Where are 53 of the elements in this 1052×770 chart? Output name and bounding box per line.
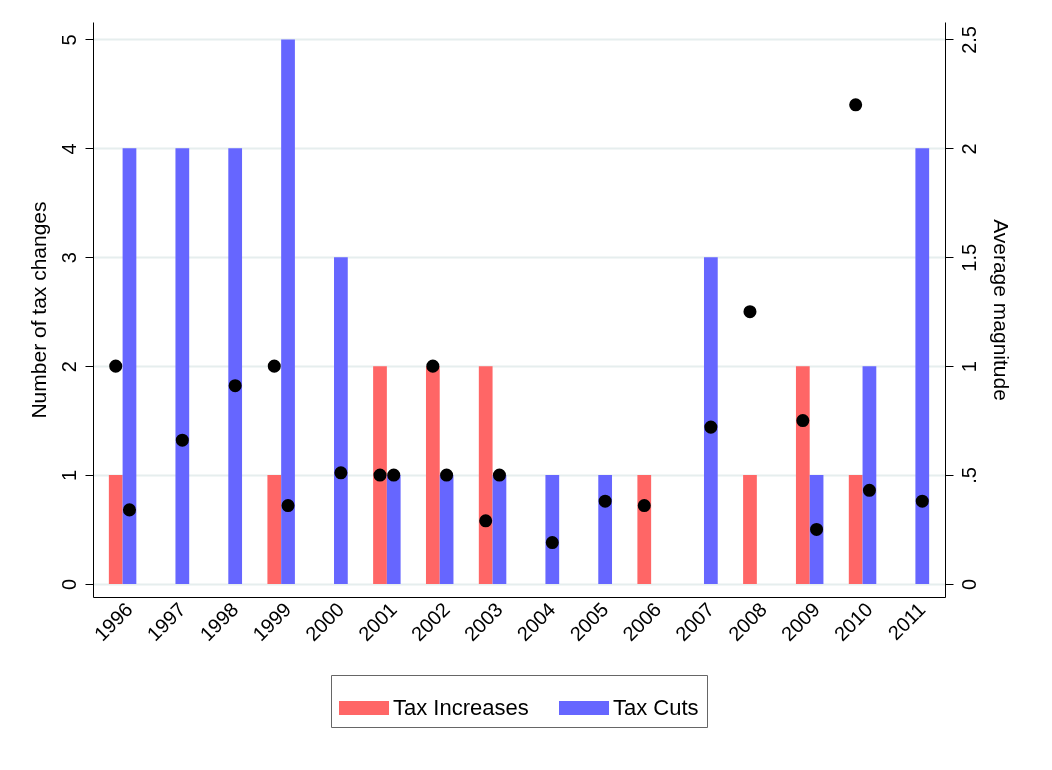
bar xyxy=(743,475,757,584)
bar xyxy=(703,257,718,584)
legend-label: Tax Cuts xyxy=(613,695,699,720)
legend-label: Tax Increases xyxy=(393,695,529,720)
bar xyxy=(228,148,243,584)
bar xyxy=(108,475,123,584)
point xyxy=(228,379,242,393)
y-tick-label: 3 xyxy=(57,252,80,264)
point xyxy=(862,483,876,497)
point xyxy=(122,503,136,517)
point xyxy=(545,536,559,550)
point xyxy=(704,420,718,434)
bar xyxy=(637,475,652,584)
y2-tick-label: 2.5 xyxy=(957,26,980,54)
y-axis-title: Number of tax changes xyxy=(26,201,50,419)
y-tick-label: 0 xyxy=(57,578,80,590)
bar xyxy=(281,39,295,584)
y-tick-label: 1 xyxy=(57,469,80,482)
bar xyxy=(598,475,613,584)
bar xyxy=(386,475,401,584)
y2-tick-label: 2 xyxy=(957,143,980,155)
point xyxy=(915,494,929,508)
y2-tick-label: 0 xyxy=(957,578,980,590)
bar xyxy=(478,366,493,584)
point xyxy=(810,522,824,536)
bar xyxy=(545,475,560,584)
bar xyxy=(122,148,137,584)
bar xyxy=(848,475,863,584)
y-tick-label: 5 xyxy=(57,34,80,46)
point xyxy=(175,433,189,447)
bar xyxy=(915,148,930,584)
point xyxy=(334,466,348,480)
bar xyxy=(862,366,877,584)
y-tick-label: 4 xyxy=(57,143,80,155)
y-tick-label: 2 xyxy=(57,361,80,373)
bar xyxy=(492,475,507,584)
bar xyxy=(373,366,387,584)
bar xyxy=(795,366,810,584)
y2-tick-label: .5 xyxy=(957,467,980,484)
y2-axis-title: Average magnitude xyxy=(989,219,1013,401)
bar xyxy=(809,475,824,584)
bar xyxy=(334,257,348,584)
point xyxy=(598,494,612,508)
point xyxy=(492,468,506,482)
point xyxy=(387,468,401,482)
bar xyxy=(425,366,440,584)
bar xyxy=(175,148,190,584)
y2-tick-label: 1 xyxy=(957,361,980,373)
bar xyxy=(267,475,282,584)
point xyxy=(440,468,454,482)
point xyxy=(281,499,295,513)
y2-tick-label: 1.5 xyxy=(957,243,980,272)
bar xyxy=(439,475,454,584)
